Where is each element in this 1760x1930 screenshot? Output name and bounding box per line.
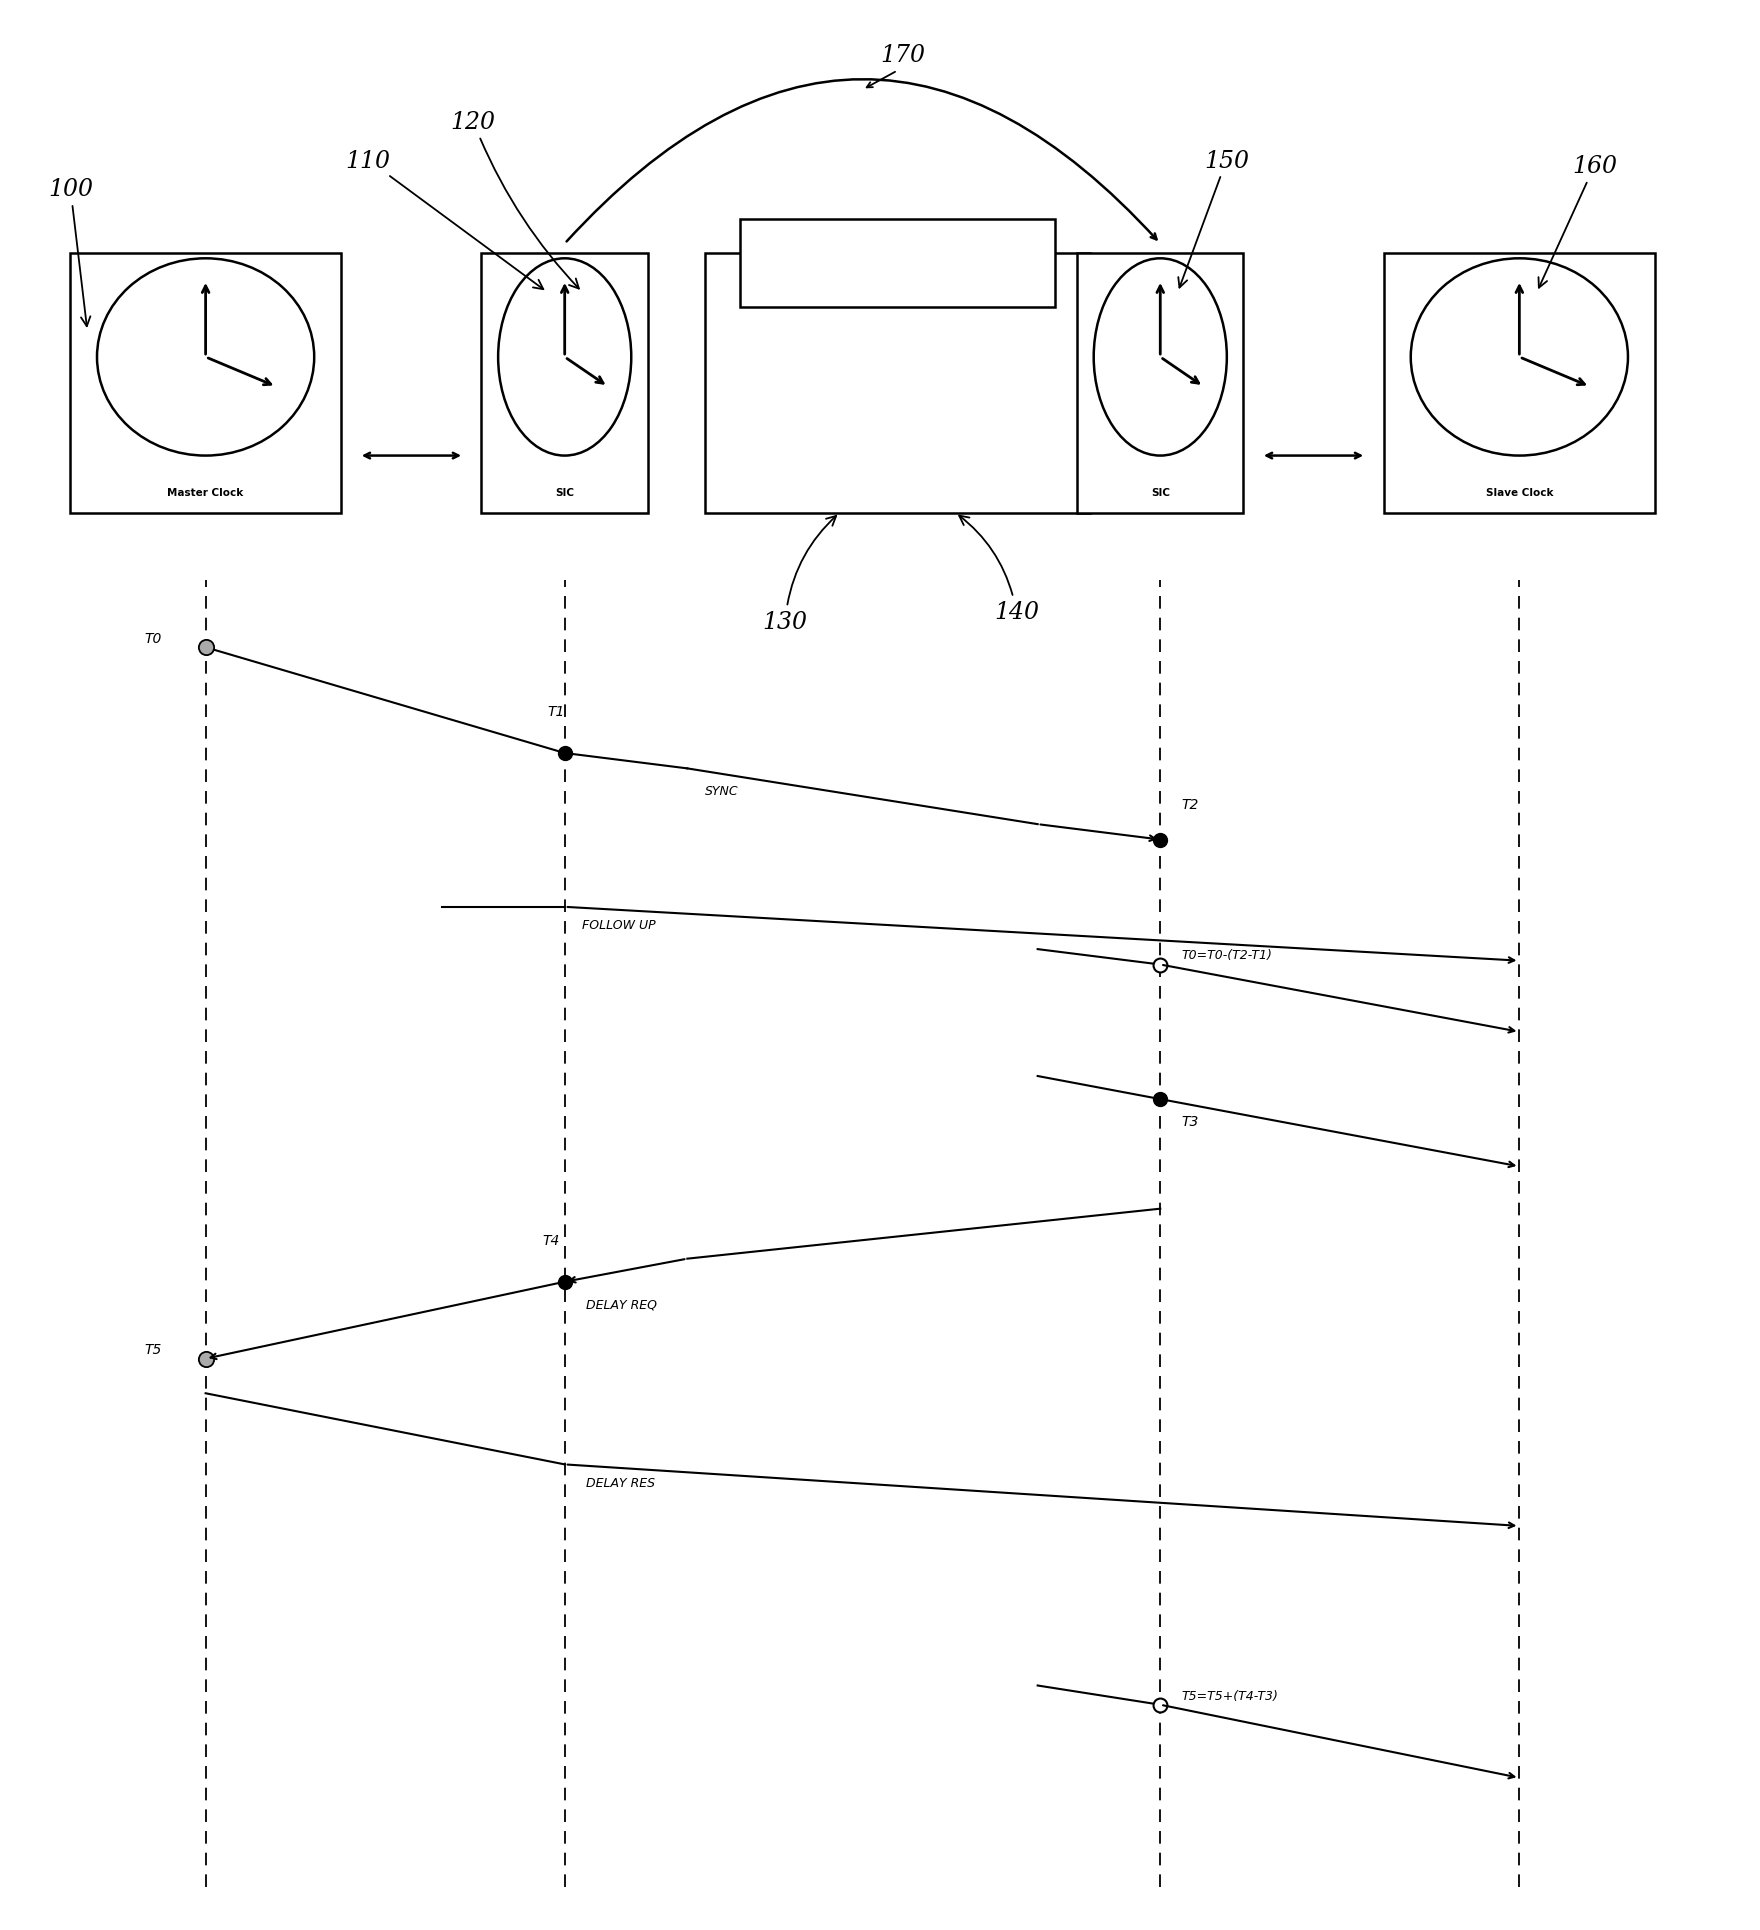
Ellipse shape <box>1412 259 1628 455</box>
Text: T2: T2 <box>1181 797 1199 811</box>
Bar <box>704 255 1089 513</box>
Text: 110: 110 <box>345 149 544 290</box>
Text: SIC: SIC <box>554 488 574 498</box>
Text: Slave Clock: Slave Clock <box>1485 488 1552 498</box>
Text: T1: T1 <box>547 704 565 720</box>
Text: 160: 160 <box>1538 154 1617 288</box>
Text: 150: 150 <box>1177 149 1250 288</box>
Text: T5=T5+(T4-T3): T5=T5+(T4-T3) <box>1181 1689 1278 1702</box>
Bar <box>1077 255 1244 513</box>
Ellipse shape <box>1093 259 1227 455</box>
Text: 130: 130 <box>762 517 836 633</box>
Text: DELAY RES: DELAY RES <box>586 1476 655 1490</box>
Text: Master Clock: Master Clock <box>167 488 243 498</box>
Text: SYNC: SYNC <box>704 784 739 797</box>
Text: T5: T5 <box>144 1343 162 1357</box>
Text: T0=T0-(T2-T1): T0=T0-(T2-T1) <box>1181 950 1272 961</box>
Bar <box>482 255 648 513</box>
Text: 100: 100 <box>48 178 93 326</box>
Ellipse shape <box>498 259 632 455</box>
Bar <box>739 220 1056 307</box>
Text: T4: T4 <box>542 1233 560 1247</box>
Text: SIC: SIC <box>1151 488 1170 498</box>
Text: T0: T0 <box>144 631 162 645</box>
Ellipse shape <box>97 259 315 455</box>
Text: FOLLOW UP: FOLLOW UP <box>583 919 656 932</box>
Text: T3: T3 <box>1181 1116 1199 1129</box>
Bar <box>1383 255 1654 513</box>
Text: 140: 140 <box>959 517 1038 623</box>
Text: DELAY REQ: DELAY REQ <box>586 1297 656 1310</box>
Text: 120: 120 <box>451 112 579 290</box>
Text: 170: 170 <box>880 44 926 68</box>
Bar <box>70 255 341 513</box>
